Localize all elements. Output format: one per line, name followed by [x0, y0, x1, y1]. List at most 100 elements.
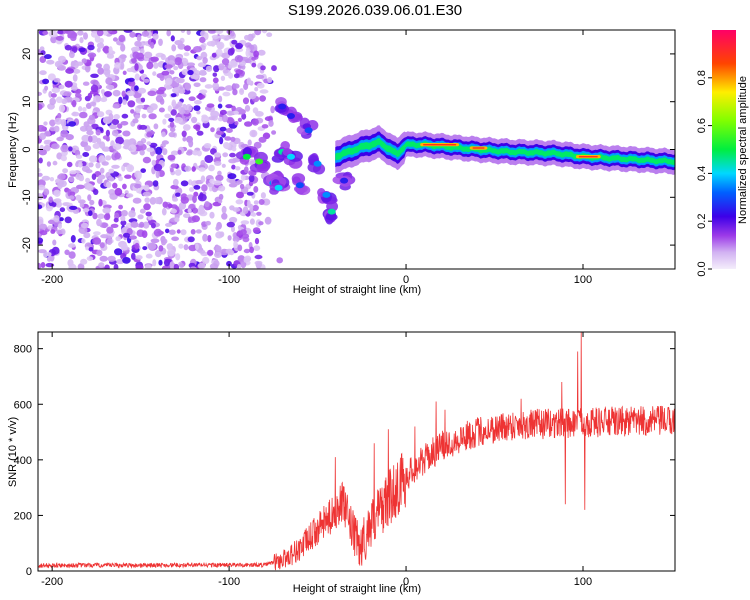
- noise-speckle: [231, 225, 235, 233]
- noise-speckle: [174, 169, 182, 176]
- noise-speckle: [79, 111, 88, 119]
- noise-speckle: [206, 41, 216, 47]
- noise-speckle: [196, 150, 202, 157]
- noise-speckle: [87, 194, 92, 202]
- noise-speckle: [222, 69, 229, 74]
- noise-speckle: [47, 219, 56, 225]
- noise-speckle: [85, 246, 90, 251]
- noise-speckle: [215, 30, 224, 35]
- noise-speckle: [184, 165, 192, 172]
- noise-speckle: [232, 83, 240, 89]
- noise-speckle: [169, 167, 174, 173]
- noise-speckle: [90, 84, 99, 93]
- noise-speckle: [140, 97, 146, 103]
- noise-speckle: [182, 136, 187, 142]
- noise-speckle: [142, 191, 152, 197]
- noise-speckle: [64, 249, 70, 256]
- noise-speckle: [146, 141, 152, 146]
- noise-speckle: [88, 247, 94, 252]
- noise-speckle: [68, 176, 75, 183]
- noise-speckle: [268, 120, 274, 127]
- noise-speckle: [139, 208, 146, 214]
- noise-speckle: [219, 136, 224, 145]
- noise-speckle: [169, 260, 175, 269]
- noise-speckle: [105, 129, 110, 137]
- noise-speckle: [113, 114, 120, 120]
- colorbar-tick-label: 0.8: [696, 70, 708, 85]
- noise-speckle: [38, 103, 43, 111]
- noise-speckle: [108, 46, 113, 54]
- noise-speckle: [43, 139, 50, 145]
- noise-speckle: [217, 170, 222, 176]
- noise-speckle: [122, 99, 127, 105]
- noise-speckle: [242, 206, 249, 214]
- noise-speckle: [38, 219, 44, 225]
- noise-speckle: [213, 152, 221, 158]
- noise-speckle: [53, 198, 62, 203]
- noise-speckle: [69, 191, 76, 197]
- noise-speckle: [153, 123, 159, 130]
- noise-speckle: [167, 203, 173, 209]
- noise-speckle: [129, 31, 136, 38]
- noise-speckle: [75, 93, 82, 98]
- noise-speckle: [69, 205, 78, 210]
- cluster-core: [287, 153, 295, 160]
- noise-speckle: [146, 61, 154, 70]
- band-peak-core: [472, 147, 485, 149]
- noise-speckle: [38, 168, 41, 173]
- noise-speckle: [174, 217, 180, 223]
- noise-speckle: [241, 113, 247, 120]
- noise-speckle: [168, 59, 175, 65]
- noise-speckle: [134, 73, 140, 81]
- noise-speckle: [180, 180, 189, 187]
- noise-speckle: [120, 43, 126, 52]
- noise-speckle: [167, 154, 176, 161]
- noise-speckle: [240, 220, 250, 225]
- noise-speckle: [243, 166, 249, 174]
- noise-speckle: [87, 44, 95, 51]
- noise-speckle: [68, 121, 77, 127]
- noise-speckle: [235, 42, 243, 50]
- noise-speckle: [215, 245, 222, 252]
- noise-speckle: [180, 30, 186, 33]
- noise-speckle: [97, 67, 104, 75]
- noise-speckle: [161, 265, 171, 269]
- noise-speckle: [99, 141, 106, 149]
- colorbar-tick-label: 0.6: [696, 118, 708, 133]
- noise-speckle: [164, 258, 172, 263]
- noise-speckle: [254, 87, 259, 92]
- noise-speckle: [114, 248, 123, 256]
- noise-speckle: [222, 114, 228, 123]
- noise-speckle: [252, 204, 259, 212]
- noise-speckle: [68, 243, 76, 248]
- noise-speckle: [60, 144, 69, 153]
- noise-speckle: [227, 235, 232, 241]
- noise-speckle: [121, 90, 126, 98]
- noise-speckle: [88, 210, 93, 217]
- noise-speckle: [252, 107, 259, 114]
- noise-speckle: [234, 121, 239, 126]
- noise-speckle: [258, 221, 264, 226]
- noise-speckle: [132, 118, 139, 124]
- noise-speckle: [52, 160, 58, 166]
- cluster-halo: [325, 213, 338, 221]
- noise-speckle: [247, 91, 257, 100]
- noise-speckle: [244, 58, 252, 64]
- noise-speckle: [152, 259, 157, 267]
- noise-speckle: [197, 262, 206, 269]
- spectrogram-x-tick-label: -100: [218, 274, 240, 286]
- noise-speckle: [213, 180, 222, 186]
- noise-speckle: [207, 30, 216, 34]
- noise-speckle: [143, 51, 153, 59]
- noise-speckle: [234, 55, 244, 63]
- noise-speckle: [75, 61, 84, 66]
- noise-speckle: [229, 216, 238, 224]
- noise-speckle: [103, 63, 110, 72]
- noise-speckle: [135, 264, 144, 269]
- noise-speckle: [71, 46, 78, 53]
- noise-speckle: [62, 168, 68, 174]
- noise-speckle: [98, 174, 106, 180]
- noise-speckle: [209, 263, 219, 269]
- noise-speckle: [271, 65, 277, 72]
- noise-speckle: [255, 262, 263, 268]
